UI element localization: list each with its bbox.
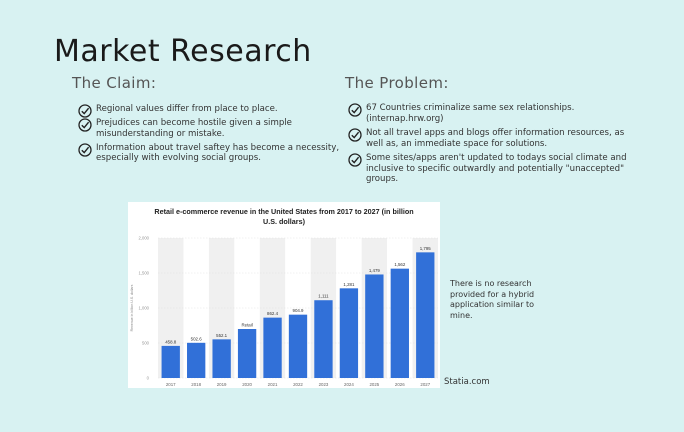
x-tick-label: 2025 — [369, 382, 379, 387]
problem-text: Some sites/apps aren't updated to todays… — [366, 153, 627, 184]
check-circle-icon — [78, 118, 92, 132]
chart-bar — [263, 317, 282, 378]
source-label: Statia.com — [444, 377, 490, 387]
chart-bar — [416, 252, 435, 378]
chart-bar — [288, 314, 308, 378]
claim-item: Information about travel saftey has beco… — [78, 143, 340, 164]
claim-text: Information about travel saftey has beco… — [96, 142, 340, 164]
claim-text: Prejudices can become hostile given a si… — [96, 118, 292, 139]
check-circle-icon — [348, 128, 362, 142]
side-note: There is no research provided for a hybr… — [450, 279, 535, 320]
check-circle-icon — [348, 153, 362, 167]
claim-text: Regional values differ from place to pla… — [96, 104, 278, 114]
bar-value-label: 1,111 — [318, 294, 329, 299]
revenue-chart-svg: Retail e-commerce revenue in the United … — [130, 207, 438, 387]
bar-value-label: 1,795 — [420, 246, 432, 251]
chart-bar — [237, 329, 257, 378]
bar-value-label: 1,281 — [343, 282, 355, 287]
check-circle-icon — [78, 104, 92, 118]
bar-value-label: 862.4 — [267, 311, 279, 316]
check-circle-icon — [78, 142, 92, 157]
problem-list: 67 Countries criminalize same sex relati… — [348, 103, 638, 189]
x-tick-label: 2020 — [242, 382, 252, 387]
chart-bar — [339, 288, 359, 378]
y-tick-label: 500 — [142, 341, 150, 346]
x-tick-label: 2022 — [293, 382, 303, 387]
slide-title: Market Research — [54, 34, 312, 69]
y-tick-label: 1,000 — [139, 306, 150, 311]
x-tick-label: 2017 — [166, 382, 176, 387]
y-axis-label: Revenue in billion U.S. dollars — [130, 284, 134, 331]
x-tick-label: 2018 — [191, 382, 201, 387]
bar-value-label: 904.9 — [293, 308, 305, 313]
claim-item: Regional values differ from place to pla… — [78, 104, 340, 118]
chart-bar — [161, 345, 180, 378]
problem-text: 67 Countries criminalize same sex relati… — [366, 103, 575, 124]
x-tick-label: 2021 — [268, 382, 278, 387]
chart-bar — [390, 268, 409, 378]
problem-item: Not all travel apps and blogs offer info… — [348, 128, 638, 149]
chart-bar — [187, 342, 206, 378]
y-tick-label: 1,500 — [139, 271, 150, 276]
x-tick-label: 2019 — [217, 382, 227, 387]
claim-list: Regional values differ from place to pla… — [78, 104, 340, 167]
x-tick-label: 2027 — [420, 382, 430, 387]
y-tick-label: 0 — [147, 376, 150, 381]
x-tick-label: 2026 — [395, 382, 405, 387]
problem-heading: The Problem: — [345, 74, 449, 92]
chart-title: U.S. dollars) — [263, 217, 306, 226]
problem-text: Not all travel apps and blogs offer info… — [366, 128, 625, 149]
bar-value-label: 502.6 — [191, 336, 203, 341]
chart-bar — [212, 339, 231, 378]
revenue-chart: Retail e-commerce revenue in the United … — [128, 202, 440, 388]
bar-value-label: 1,479 — [369, 268, 381, 273]
bar-value-label: 458.8 — [165, 339, 177, 344]
bar-value-label: Retail — [241, 323, 252, 328]
x-tick-label: 2024 — [344, 382, 354, 387]
bar-value-label: 1,562 — [394, 262, 406, 267]
check-circle-icon — [348, 103, 362, 117]
chart-bar — [314, 300, 333, 378]
claim-heading: The Claim: — [72, 74, 157, 92]
y-tick-label: 2,000 — [139, 236, 150, 241]
problem-item: Some sites/apps aren't updated to todays… — [348, 153, 638, 185]
x-tick-label: 2023 — [319, 382, 329, 387]
chart-bar — [365, 274, 384, 378]
bar-value-label: 552.1 — [216, 333, 228, 338]
chart-title: Retail e-commerce revenue in the United … — [154, 207, 413, 216]
problem-item: 67 Countries criminalize same sex relati… — [348, 103, 638, 124]
claim-item: Prejudices can become hostile given a si… — [78, 118, 340, 139]
